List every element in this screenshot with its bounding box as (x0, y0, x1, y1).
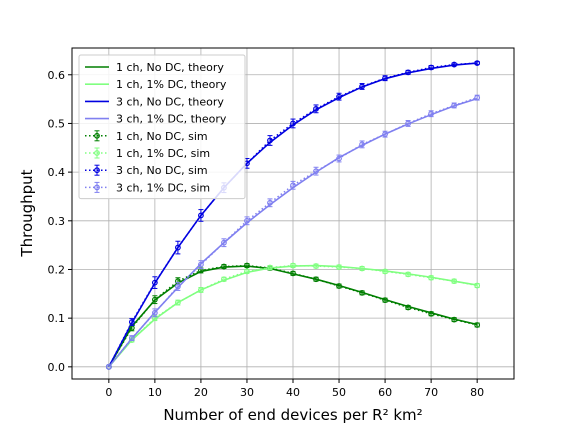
x-tick-label: 70 (424, 386, 438, 399)
legend-label: 3 ch, 1% DC, sim (116, 181, 210, 194)
sim-point (198, 287, 204, 293)
sim-point (290, 120, 296, 127)
sim-point (174, 299, 181, 306)
sim-point (105, 363, 112, 370)
sim-point (198, 261, 204, 268)
sim-point (405, 69, 412, 76)
y-tick-label: 0.0 (48, 361, 66, 374)
y-tick-label: 0.3 (48, 215, 66, 228)
sim-point (451, 61, 458, 68)
sim-point (428, 64, 435, 71)
x-tick-label: 60 (378, 386, 392, 399)
series-5 (105, 262, 481, 370)
legend: 1 ch, No DC, theory 1 ch, 1% DC, theory 3 … (78, 54, 246, 200)
y-tick-label: 0.4 (48, 166, 66, 179)
sim-point (336, 155, 342, 162)
sim-point (313, 263, 319, 269)
sim-point (428, 110, 435, 117)
sim-point (221, 276, 227, 283)
legend-label: 3 ch, 1% DC, theory (116, 113, 227, 126)
legend-swatch-marker (94, 184, 100, 191)
sim-point (382, 268, 388, 275)
legend-label: 1 ch, 1% DC, sim (116, 147, 210, 160)
legend-label: 1 ch, No DC, sim (116, 130, 208, 143)
sim-point (474, 60, 481, 66)
y-axis-label: Throughput (18, 169, 36, 257)
sim-point (382, 75, 388, 82)
y-tick-label: 0.2 (48, 263, 66, 276)
sim-point (174, 283, 181, 290)
sim-point (290, 270, 296, 277)
axis-ticks: 0 10 20 30 40 50 60 70 80 0.0 0.1 0.2 0.3 0.4 0.5 0.6 (48, 69, 485, 399)
sim-point (290, 262, 296, 269)
sim-point (151, 296, 158, 303)
y-tick-label: 0.1 (48, 312, 66, 325)
y-tick-label: 0.5 (48, 117, 66, 130)
sim-point (313, 168, 319, 175)
sim-point (244, 217, 250, 224)
sim-point (359, 265, 365, 272)
sim-point (244, 262, 250, 269)
sim-point (244, 268, 250, 275)
x-tick-label: 40 (286, 386, 300, 399)
sim-point (405, 271, 412, 278)
sim-point (267, 199, 273, 206)
sim-point (221, 263, 227, 270)
sim-point (336, 283, 342, 289)
sim-point (428, 310, 435, 317)
legend-frame (78, 54, 246, 200)
sim-point (128, 319, 135, 325)
sim-dotted-line (108, 264, 478, 368)
legend-swatch-marker (94, 167, 100, 174)
sim-point (267, 137, 273, 144)
x-tick-label: 10 (148, 386, 162, 399)
sim-point (382, 297, 388, 304)
sim-point (313, 276, 319, 283)
series-layer (105, 60, 481, 370)
sim-point (474, 322, 481, 328)
series-6 (105, 60, 481, 370)
sim-point (428, 274, 435, 281)
sim-point (451, 102, 458, 109)
legend-swatch-marker (94, 132, 100, 139)
sim-point (198, 212, 204, 219)
x-tick-label: 80 (470, 386, 484, 399)
sim-point (151, 309, 158, 316)
sim-point (290, 182, 296, 189)
sim-point (221, 239, 227, 246)
sim-point (405, 304, 412, 311)
sim-point (336, 264, 342, 270)
legend-label: 3 ch, No DC, sim (116, 164, 208, 177)
sim-point (336, 93, 342, 100)
legend-label: 1 ch, No DC, theory (116, 61, 224, 74)
series-7 (105, 94, 481, 370)
sim-point (405, 120, 412, 127)
sim-point (313, 105, 319, 112)
x-axis-label: Number of end devices per R² km² (163, 406, 422, 424)
sim-point (359, 289, 365, 296)
sim-point (451, 316, 458, 323)
sim-point (359, 83, 365, 90)
sim-point (267, 264, 273, 271)
sim-point (451, 278, 458, 285)
legend-label: 3 ch, No DC, theory (116, 95, 224, 108)
sim-point (474, 94, 481, 101)
sim-point (382, 131, 388, 138)
grid-lines (72, 48, 514, 379)
sim-point (128, 335, 135, 342)
sim-point (359, 141, 365, 148)
sim-point (151, 279, 158, 286)
x-tick-label: 50 (332, 386, 346, 399)
sim-point (474, 282, 481, 289)
legend-label: 1 ch, 1% DC, theory (116, 78, 227, 91)
x-tick-label: 30 (240, 386, 254, 399)
x-tick-label: 20 (194, 386, 208, 399)
legend-swatch-marker (94, 150, 100, 156)
y-tick-label: 0.6 (48, 69, 66, 82)
sim-point (174, 244, 181, 251)
x-tick-label: 0 (105, 386, 112, 399)
